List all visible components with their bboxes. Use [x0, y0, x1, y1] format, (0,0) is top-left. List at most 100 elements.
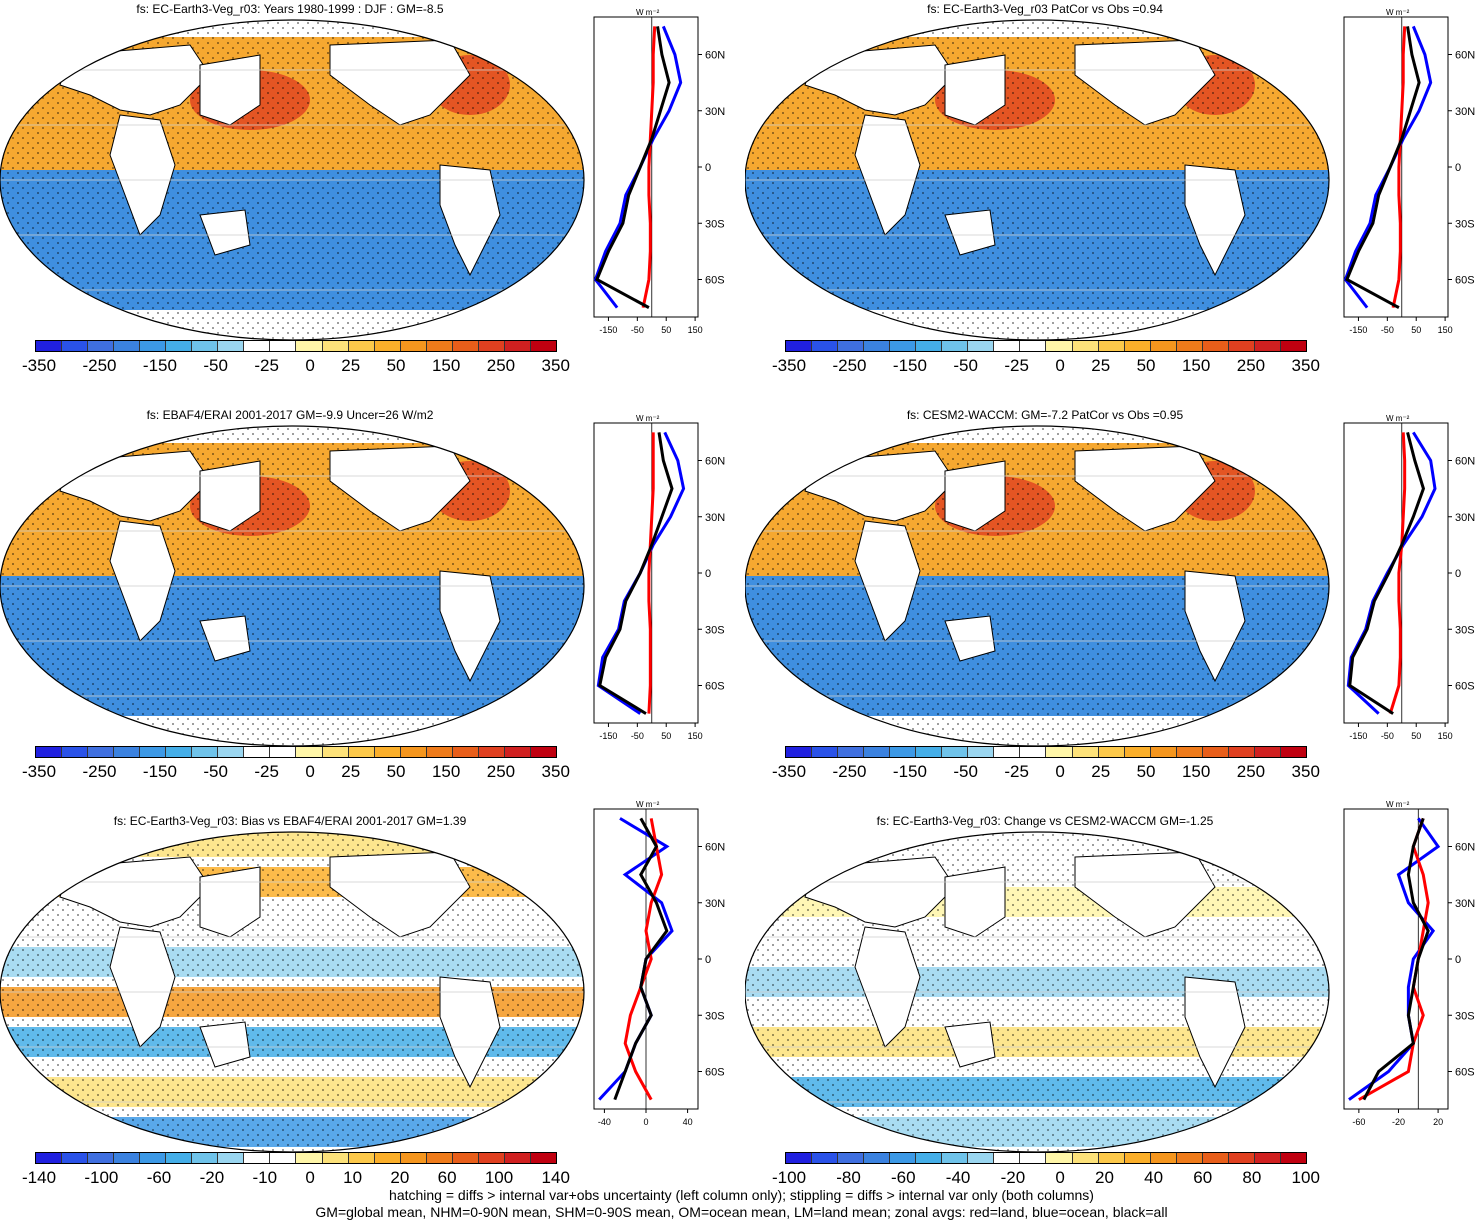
colorbar-swatch — [1280, 747, 1306, 757]
colorbar-swatch — [400, 1153, 427, 1163]
colorbar-swatch — [942, 341, 969, 351]
map-title: fs: EC-Earth3-Veg_r03: Change vs CESM2-W… — [876, 814, 1214, 828]
map-title: fs: EC-Earth3-Veg_r03: Years 1980-1999 :… — [136, 2, 444, 16]
x-tick-label: -50 — [631, 731, 644, 741]
land-mass — [944, 54, 1006, 126]
y-tick-label: 60S — [705, 1067, 725, 1079]
colorbar-tick-label: 150 — [431, 762, 461, 781]
colorbar-swatch — [1202, 747, 1229, 757]
colorbar-swatch — [1176, 747, 1203, 757]
colorbar-swatch — [244, 1153, 271, 1163]
colorbar-swatch — [1046, 341, 1073, 351]
colorbar-tick-label: 250 — [486, 356, 516, 375]
colorbar-tick-label: 350 — [541, 762, 570, 781]
zonal-units: W m⁻² — [636, 800, 660, 809]
y-tick-label: 30S — [705, 624, 725, 636]
colorbar-tick-label: 150 — [431, 356, 461, 375]
colorbar-swatch — [1254, 747, 1281, 757]
y-tick-label: 0 — [705, 954, 711, 966]
colorbar-labels: -350 -250 -150 -50 -25 0 25 50 150 250 350 — [22, 356, 570, 376]
x-tick-label: -20 — [1392, 1117, 1405, 1127]
y-tick-label: 60S — [705, 275, 725, 287]
zonal-line-land — [1388, 432, 1407, 715]
y-tick-label: 0 — [1455, 568, 1461, 580]
panel-4: fs: CESM2-WACCM: GM=-7.2 PatCor vs Obs =… — [745, 406, 1483, 806]
colorbar-swatch — [530, 341, 556, 351]
colorbar-tick-label: -50 — [203, 762, 228, 781]
colorbar-tick-label: -50 — [953, 356, 978, 375]
colorbar-tick-label: 20 — [390, 1168, 410, 1187]
colorbar-tick-label: 0 — [305, 356, 315, 375]
colorbar-swatch — [322, 1153, 349, 1163]
colorbar-tick-label: 350 — [541, 356, 570, 375]
colorbar-swatch — [296, 747, 323, 757]
colorbar-swatch — [864, 1153, 891, 1163]
y-tick-label: 60S — [1455, 275, 1475, 287]
zonal-line-all — [613, 817, 669, 1101]
colorbar-swatch — [786, 747, 813, 757]
colorbar-tick-label: -140 — [22, 1168, 57, 1187]
land-mass — [854, 114, 921, 236]
land-mass — [199, 615, 251, 662]
zonal-mean-plot: -150 -50 50 150 60N 30N 0 30S 60S W m⁻² — [593, 414, 725, 741]
land-mass — [439, 976, 501, 1089]
x-tick-label: 50 — [1411, 325, 1421, 335]
colorbar-tick-label: -350 — [22, 356, 57, 375]
colorbar-swatch — [478, 341, 505, 351]
colorbar-swatch — [786, 1153, 813, 1163]
colorbar-swatch — [114, 1153, 141, 1163]
colorbar-swatch — [452, 341, 479, 351]
x-tick-label: -40 — [598, 1117, 611, 1127]
colorbar-swatch — [244, 747, 271, 757]
map — [0, 831, 585, 1153]
colorbar-swatch — [968, 341, 995, 351]
colorbar-swatch — [140, 1153, 167, 1163]
y-tick-label: 0 — [1455, 954, 1461, 966]
x-tick-label: 40 — [683, 1117, 693, 1127]
colorbar-swatch — [166, 1153, 193, 1163]
colorbar-tick-label: -100 — [772, 1168, 807, 1187]
map — [745, 19, 1330, 341]
colorbar-swatch — [374, 747, 401, 757]
x-tick-label: -50 — [631, 325, 644, 335]
zonal-units: W m⁻² — [1386, 8, 1410, 17]
colorbar-tick-label: 250 — [1236, 356, 1266, 375]
zonal-units: W m⁻² — [636, 414, 660, 423]
colorbar-tick-label: -20 — [199, 1168, 225, 1187]
zonal-line-all — [598, 432, 674, 715]
y-tick-label: 60S — [1455, 1067, 1475, 1079]
colorbar-swatch — [192, 341, 219, 351]
x-tick-label: -150 — [1349, 731, 1367, 741]
colorbar-swatch — [400, 341, 427, 351]
colorbar-swatch — [192, 1153, 219, 1163]
colorbar-swatch — [530, 747, 556, 757]
colorbar-swatch — [426, 747, 453, 757]
x-tick-label: 50 — [661, 731, 671, 741]
land-mass — [1184, 164, 1246, 277]
colorbar-swatch — [62, 747, 89, 757]
x-tick-label: -50 — [1381, 731, 1394, 741]
land-mass — [944, 866, 1006, 938]
colorbar-swatch — [916, 747, 943, 757]
land-mass — [804, 450, 956, 522]
colorbar-tick-label: 50 — [386, 762, 406, 781]
x-tick-label: 20 — [1433, 1117, 1443, 1127]
colorbar-swatch — [890, 747, 917, 757]
colorbar-swatch — [1150, 747, 1177, 757]
zonal-line-all — [1362, 817, 1430, 1101]
colorbar-swatch — [88, 341, 115, 351]
y-tick-label: 30N — [705, 898, 725, 910]
y-tick-label: 60N — [1455, 50, 1475, 62]
zonal-frame — [593, 16, 699, 318]
colorbar-swatch — [452, 1153, 479, 1163]
zonal-mean-plot: -150 -50 50 150 60N 30N 0 30S 60S W m⁻² — [1343, 8, 1475, 335]
y-tick-label: 60N — [705, 50, 725, 62]
colorbar-swatch — [812, 341, 839, 351]
map-title: fs: EBAF4/ERAI 2001-2017 GM=-9.9 Uncer=2… — [146, 408, 434, 422]
colorbar-tick-label: 50 — [1136, 356, 1156, 375]
x-tick-label: 150 — [1438, 325, 1453, 335]
map-title: fs: CESM2-WACCM: GM=-7.2 PatCor vs Obs =… — [906, 408, 1184, 422]
colorbar-swatch — [322, 341, 349, 351]
colorbar-swatch — [890, 1153, 917, 1163]
colorbar-tick-label: 25 — [341, 762, 361, 781]
